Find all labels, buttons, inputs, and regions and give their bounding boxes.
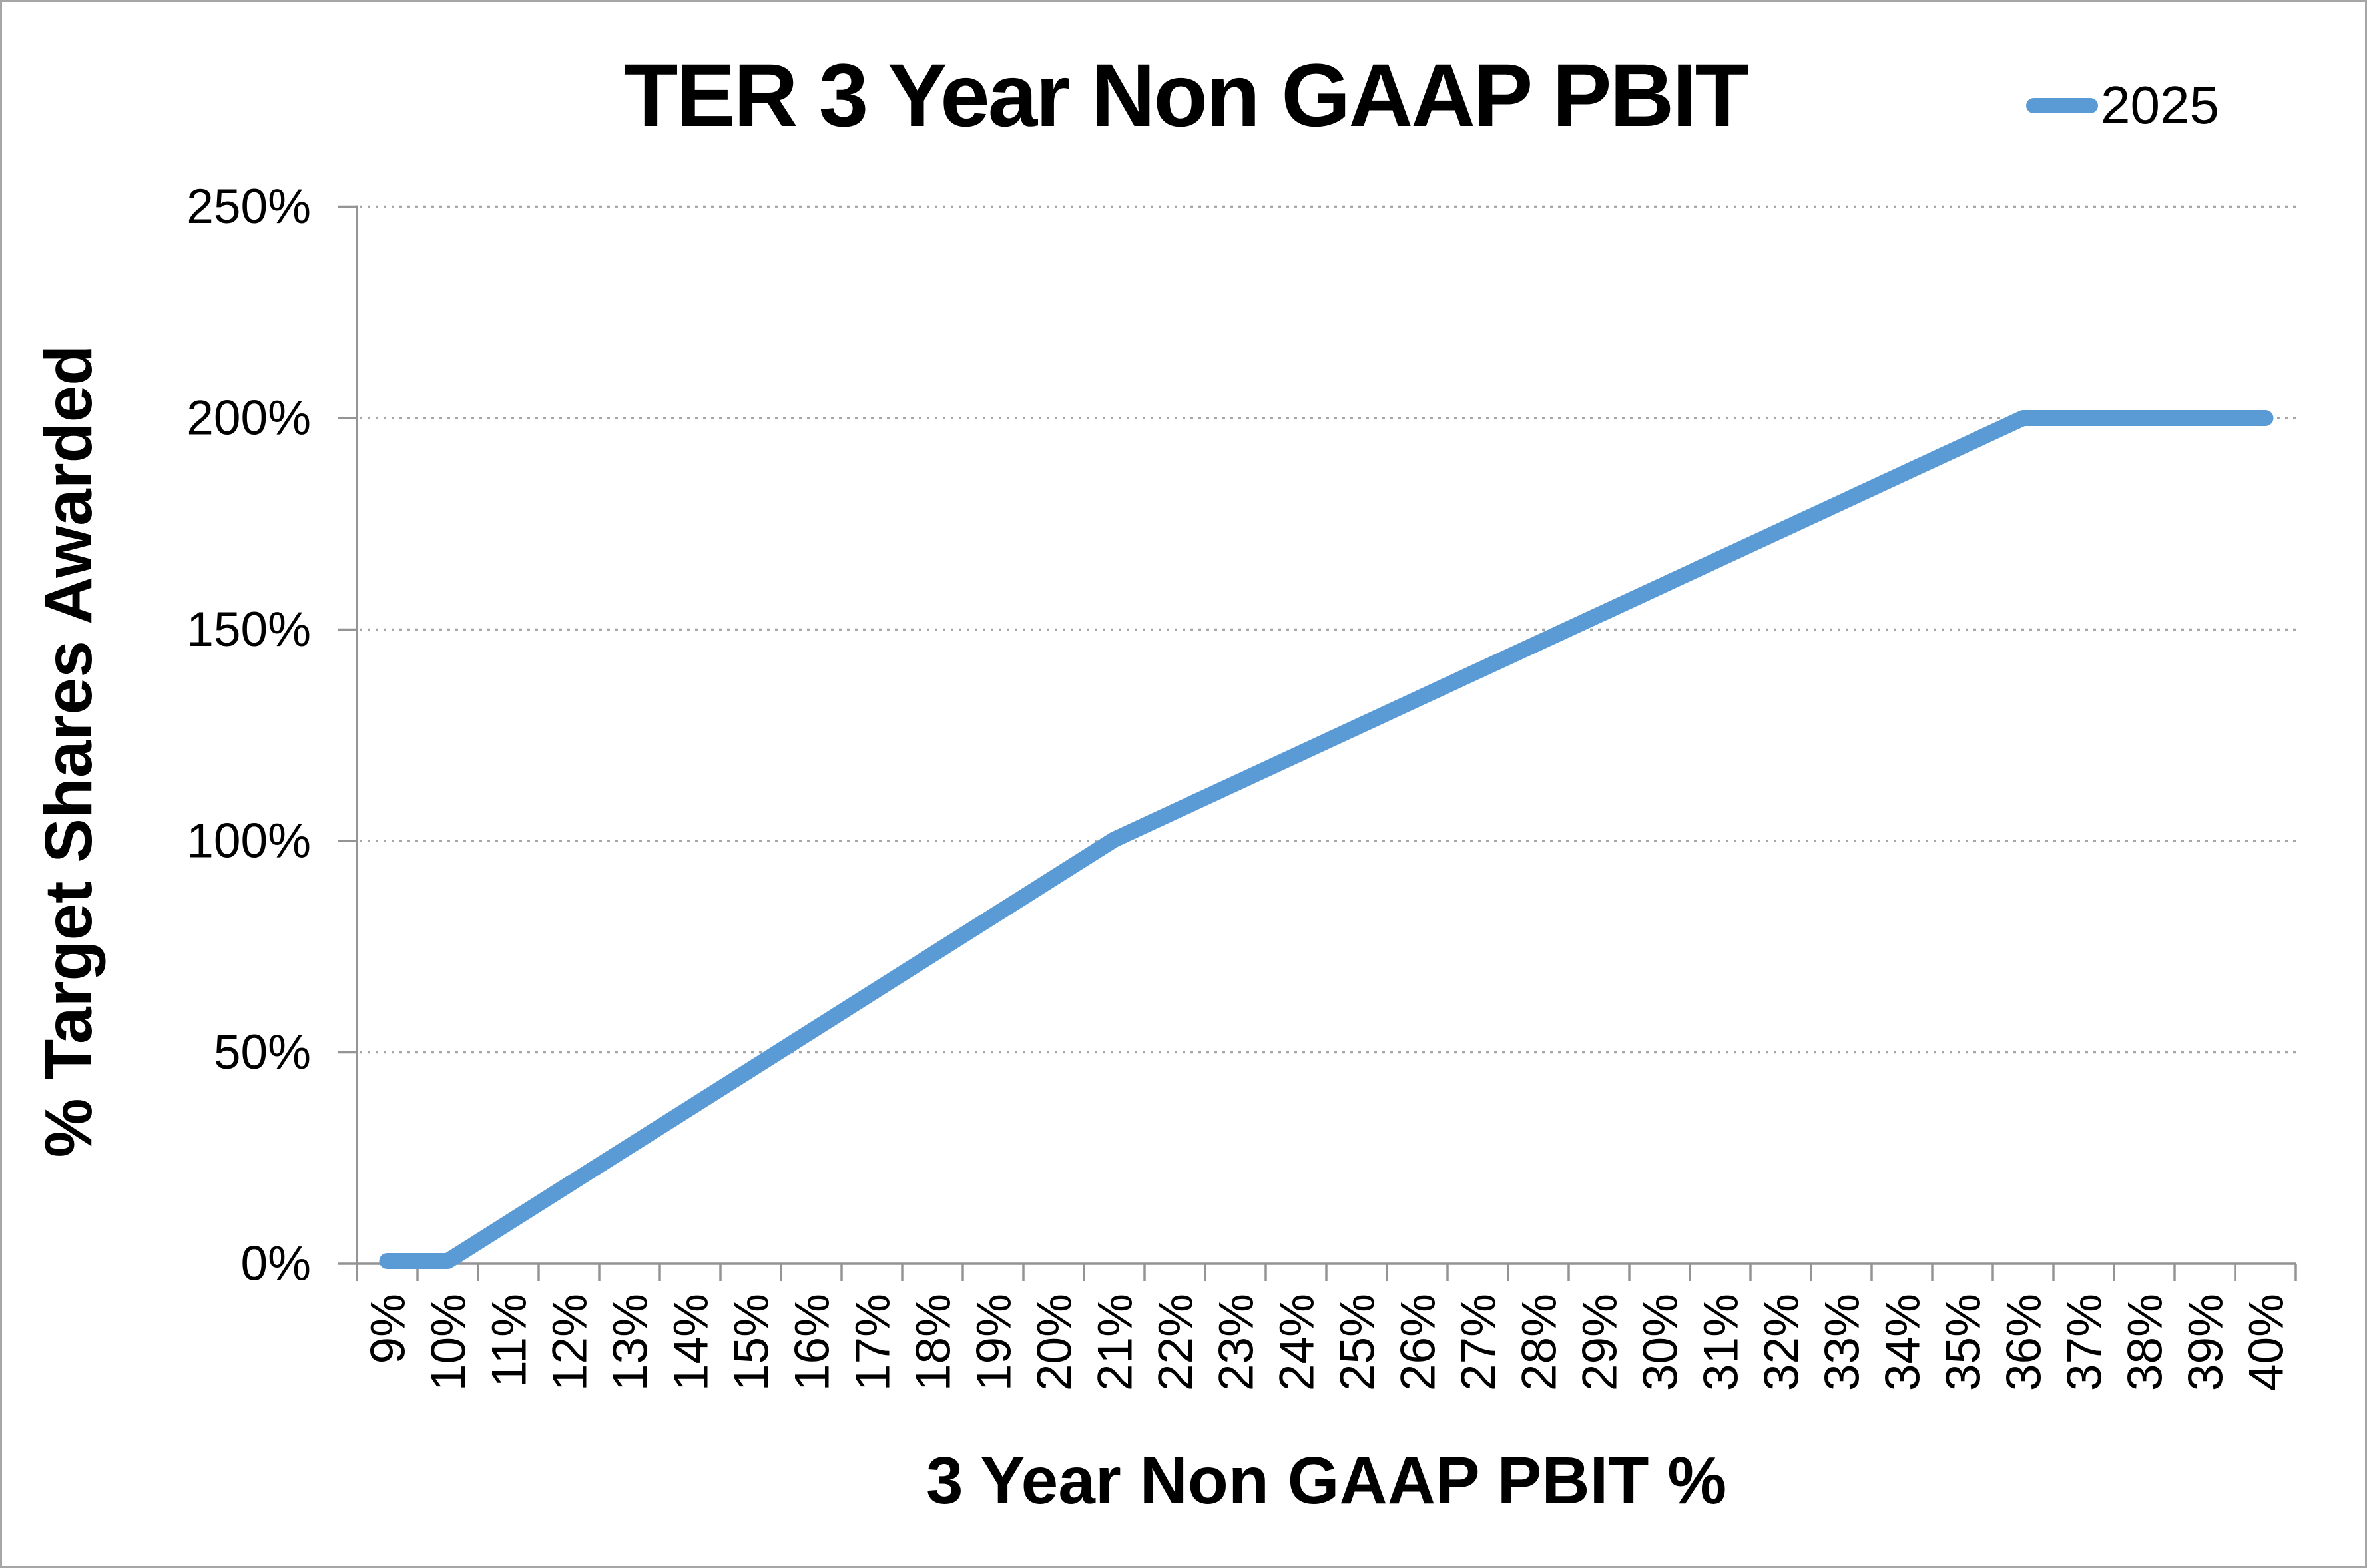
legend-series-label: 2025: [2101, 75, 2219, 134]
chart-title: TER 3 Year Non GAAP PBIT: [623, 46, 1750, 145]
y-tick-label-100: 100%: [186, 814, 311, 868]
x-tick-label-31: 31%: [1695, 1294, 1748, 1391]
x-tick-label-33: 33%: [1816, 1294, 1870, 1391]
legend[interactable]: 2025: [2026, 69, 2219, 142]
x-tick-label-28: 28%: [1513, 1294, 1567, 1391]
x-tick-label-17: 17%: [846, 1294, 900, 1391]
x-tick-label-24: 24%: [1270, 1294, 1324, 1391]
x-tick-label-29: 29%: [1573, 1294, 1627, 1391]
x-axis-title: 3 Year Non GAAP PBIT %: [925, 1443, 1727, 1518]
x-tick-label-10: 10%: [422, 1294, 476, 1391]
x-tick-label-19: 19%: [967, 1294, 1021, 1391]
y-tick-label-0: 0%: [240, 1237, 311, 1291]
y-tick-label-150: 150%: [186, 603, 311, 656]
legend-line-swatch: [2026, 97, 2098, 113]
x-tick-label-11: 11%: [483, 1294, 537, 1388]
x-tick-label-25: 25%: [1331, 1294, 1385, 1391]
x-tick-label-30: 30%: [1634, 1294, 1688, 1391]
x-tick-label-38: 38%: [2119, 1294, 2173, 1391]
x-tick-label-35: 35%: [1937, 1294, 1991, 1391]
x-tick-label-16: 16%: [786, 1294, 840, 1391]
x-tick-label-34: 34%: [1876, 1294, 1930, 1391]
x-tick-label-40: 40%: [2240, 1294, 2294, 1391]
x-tick-label-36: 36%: [1997, 1294, 2051, 1391]
y-tick-label-50: 50%: [214, 1025, 311, 1079]
x-tick-label-15: 15%: [725, 1294, 779, 1391]
x-tick-label-37: 37%: [2058, 1294, 2112, 1391]
x-tick-label-9: 9%: [362, 1294, 415, 1364]
x-tick-label-32: 32%: [1755, 1294, 1809, 1391]
x-tick-label-20: 20%: [1028, 1294, 1082, 1391]
x-tick-label-21: 21%: [1089, 1294, 1143, 1391]
x-tick-label-26: 26%: [1392, 1294, 1446, 1391]
x-tick-label-27: 27%: [1452, 1294, 1506, 1391]
x-tick-label-18: 18%: [907, 1294, 961, 1391]
x-tick-label-12: 12%: [543, 1294, 597, 1391]
x-tick-label-14: 14%: [664, 1294, 718, 1391]
x-tick-label-39: 39%: [2179, 1294, 2233, 1391]
y-tick-label-250: 250%: [186, 180, 311, 234]
x-tick-label-13: 13%: [604, 1294, 658, 1391]
x-tick-label-22: 22%: [1149, 1294, 1203, 1391]
series-line-2025[interactable]: [379, 410, 2274, 1269]
y-tick-label-200: 200%: [186, 392, 311, 445]
x-tick-label-23: 23%: [1210, 1294, 1264, 1391]
